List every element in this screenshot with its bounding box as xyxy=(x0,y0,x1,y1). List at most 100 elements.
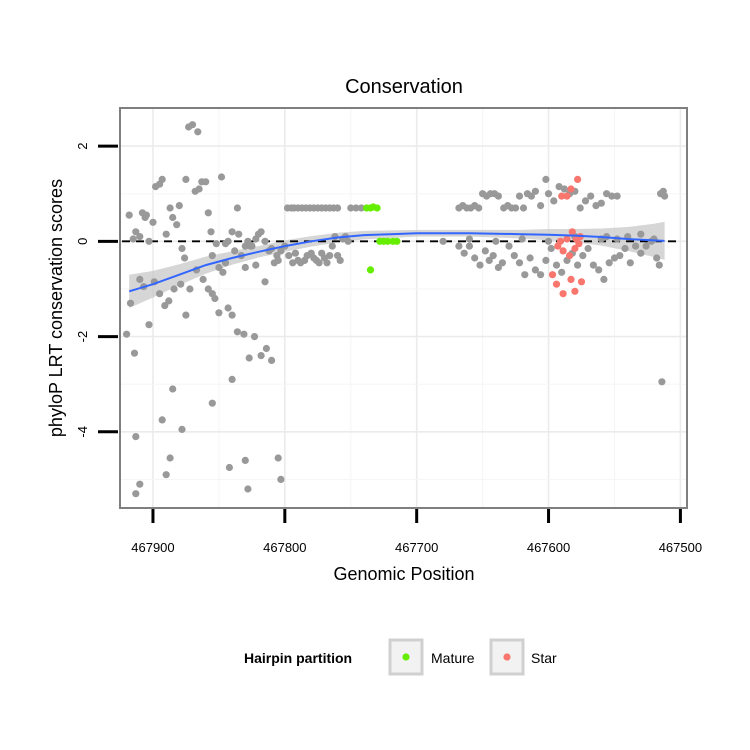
x-tick-label: 467900 xyxy=(131,540,174,555)
data-point-other xyxy=(166,454,174,462)
data-point-other xyxy=(527,192,536,200)
data-point-other xyxy=(132,490,140,498)
data-point-other xyxy=(498,259,506,267)
data-point-other xyxy=(642,242,650,250)
data-point-other xyxy=(231,247,239,255)
data-point-other xyxy=(658,378,666,386)
data-point-other xyxy=(177,280,185,288)
x-tick-label: 467700 xyxy=(395,540,438,555)
data-point-other xyxy=(537,271,545,279)
data-point-star xyxy=(563,192,571,200)
data-point-other xyxy=(621,244,629,253)
data-point-other xyxy=(252,261,260,269)
data-point-other xyxy=(323,259,331,267)
data-point-other xyxy=(202,178,210,186)
data-point-other xyxy=(326,252,334,260)
legend-entry-star: Star xyxy=(489,638,557,676)
data-point-other xyxy=(328,242,336,250)
y-tick-label: 0 xyxy=(75,238,90,245)
legend-label-mature: Mature xyxy=(431,650,475,666)
data-point-other xyxy=(217,173,226,181)
data-point-star xyxy=(571,287,579,295)
data-point-other xyxy=(211,294,219,303)
data-point-other xyxy=(207,228,215,236)
data-point-star xyxy=(571,244,579,253)
data-point-other xyxy=(244,485,252,493)
data-point-other xyxy=(518,235,526,243)
data-point-other xyxy=(334,204,342,212)
data-point-other xyxy=(511,204,520,212)
y-tick-label: -4 xyxy=(75,426,90,438)
data-point-mature xyxy=(393,237,401,245)
x-tick-label: 467600 xyxy=(527,540,570,555)
data-point-star xyxy=(552,280,561,288)
data-point-other xyxy=(616,252,624,260)
legend-key-mature xyxy=(388,638,424,676)
data-point-other xyxy=(158,416,166,424)
data-point-other xyxy=(145,237,153,245)
data-point-other xyxy=(182,311,190,319)
plot-border xyxy=(119,107,688,509)
data-point-other xyxy=(637,249,645,257)
data-point-other xyxy=(224,304,232,312)
data-point-other xyxy=(173,221,181,229)
data-point-other xyxy=(136,275,144,283)
data-point-other xyxy=(579,252,587,260)
data-point-other xyxy=(158,175,166,183)
data-point-other xyxy=(560,185,569,193)
chart-title: Conservation xyxy=(345,76,463,98)
data-point-other xyxy=(169,385,177,393)
data-point-other xyxy=(576,204,584,212)
y-tick-label: -2 xyxy=(75,331,90,343)
data-point-other xyxy=(233,204,241,212)
data-point-other xyxy=(515,192,524,200)
data-point-other xyxy=(240,330,248,338)
legend: Hairpin partition Mature Star xyxy=(244,638,557,676)
x-tick-label: 467500 xyxy=(659,540,702,555)
data-point-other xyxy=(169,213,177,222)
data-point-other xyxy=(626,259,634,267)
data-point-other xyxy=(515,259,524,267)
data-point-other xyxy=(228,228,236,236)
data-point-other xyxy=(204,209,212,217)
data-point-star xyxy=(568,228,576,236)
data-point-other xyxy=(494,263,502,272)
data-point-other xyxy=(123,330,131,338)
data-point-other xyxy=(589,261,598,269)
data-point-other xyxy=(215,309,223,317)
data-point-other xyxy=(526,254,534,262)
data-point-other xyxy=(261,278,269,286)
data-point-other xyxy=(465,235,473,243)
data-point-other xyxy=(181,254,189,262)
data-point-other xyxy=(494,192,502,200)
y-tick-label: 2 xyxy=(75,142,90,149)
data-point-other xyxy=(471,254,479,262)
data-point-other xyxy=(156,290,164,298)
data-point-other xyxy=(291,249,299,257)
data-point-other xyxy=(199,275,207,283)
data-point-other xyxy=(542,256,550,264)
data-point-other xyxy=(531,187,540,195)
data-point-other xyxy=(132,228,140,236)
plot-panel xyxy=(120,108,687,508)
data-point-star xyxy=(554,242,562,250)
data-point-other xyxy=(661,192,669,200)
data-point-other xyxy=(531,266,540,274)
data-point-other xyxy=(347,204,355,212)
data-point-star xyxy=(567,275,575,283)
data-point-other xyxy=(653,254,661,262)
smooth-line xyxy=(128,232,665,293)
data-point-other xyxy=(552,261,561,269)
data-point-other xyxy=(510,252,518,260)
data-point-other xyxy=(492,237,500,245)
confidence-band xyxy=(129,221,665,308)
data-point-mature xyxy=(384,237,392,245)
data-point-other xyxy=(613,192,621,200)
data-point-other xyxy=(228,311,236,319)
data-point-star xyxy=(577,278,586,286)
data-point-other xyxy=(225,463,233,472)
data-point-other xyxy=(142,211,150,219)
data-point-other xyxy=(257,228,265,236)
data-point-other xyxy=(268,356,276,364)
data-point-star xyxy=(558,192,566,200)
